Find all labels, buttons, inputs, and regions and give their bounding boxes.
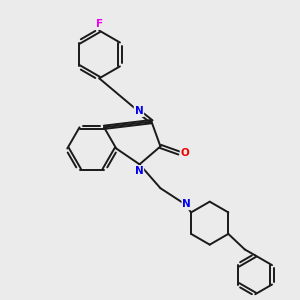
Text: O: O <box>181 148 189 158</box>
Text: N: N <box>135 166 143 176</box>
Text: N: N <box>182 199 191 209</box>
Text: N: N <box>135 106 143 116</box>
Text: F: F <box>96 19 103 29</box>
